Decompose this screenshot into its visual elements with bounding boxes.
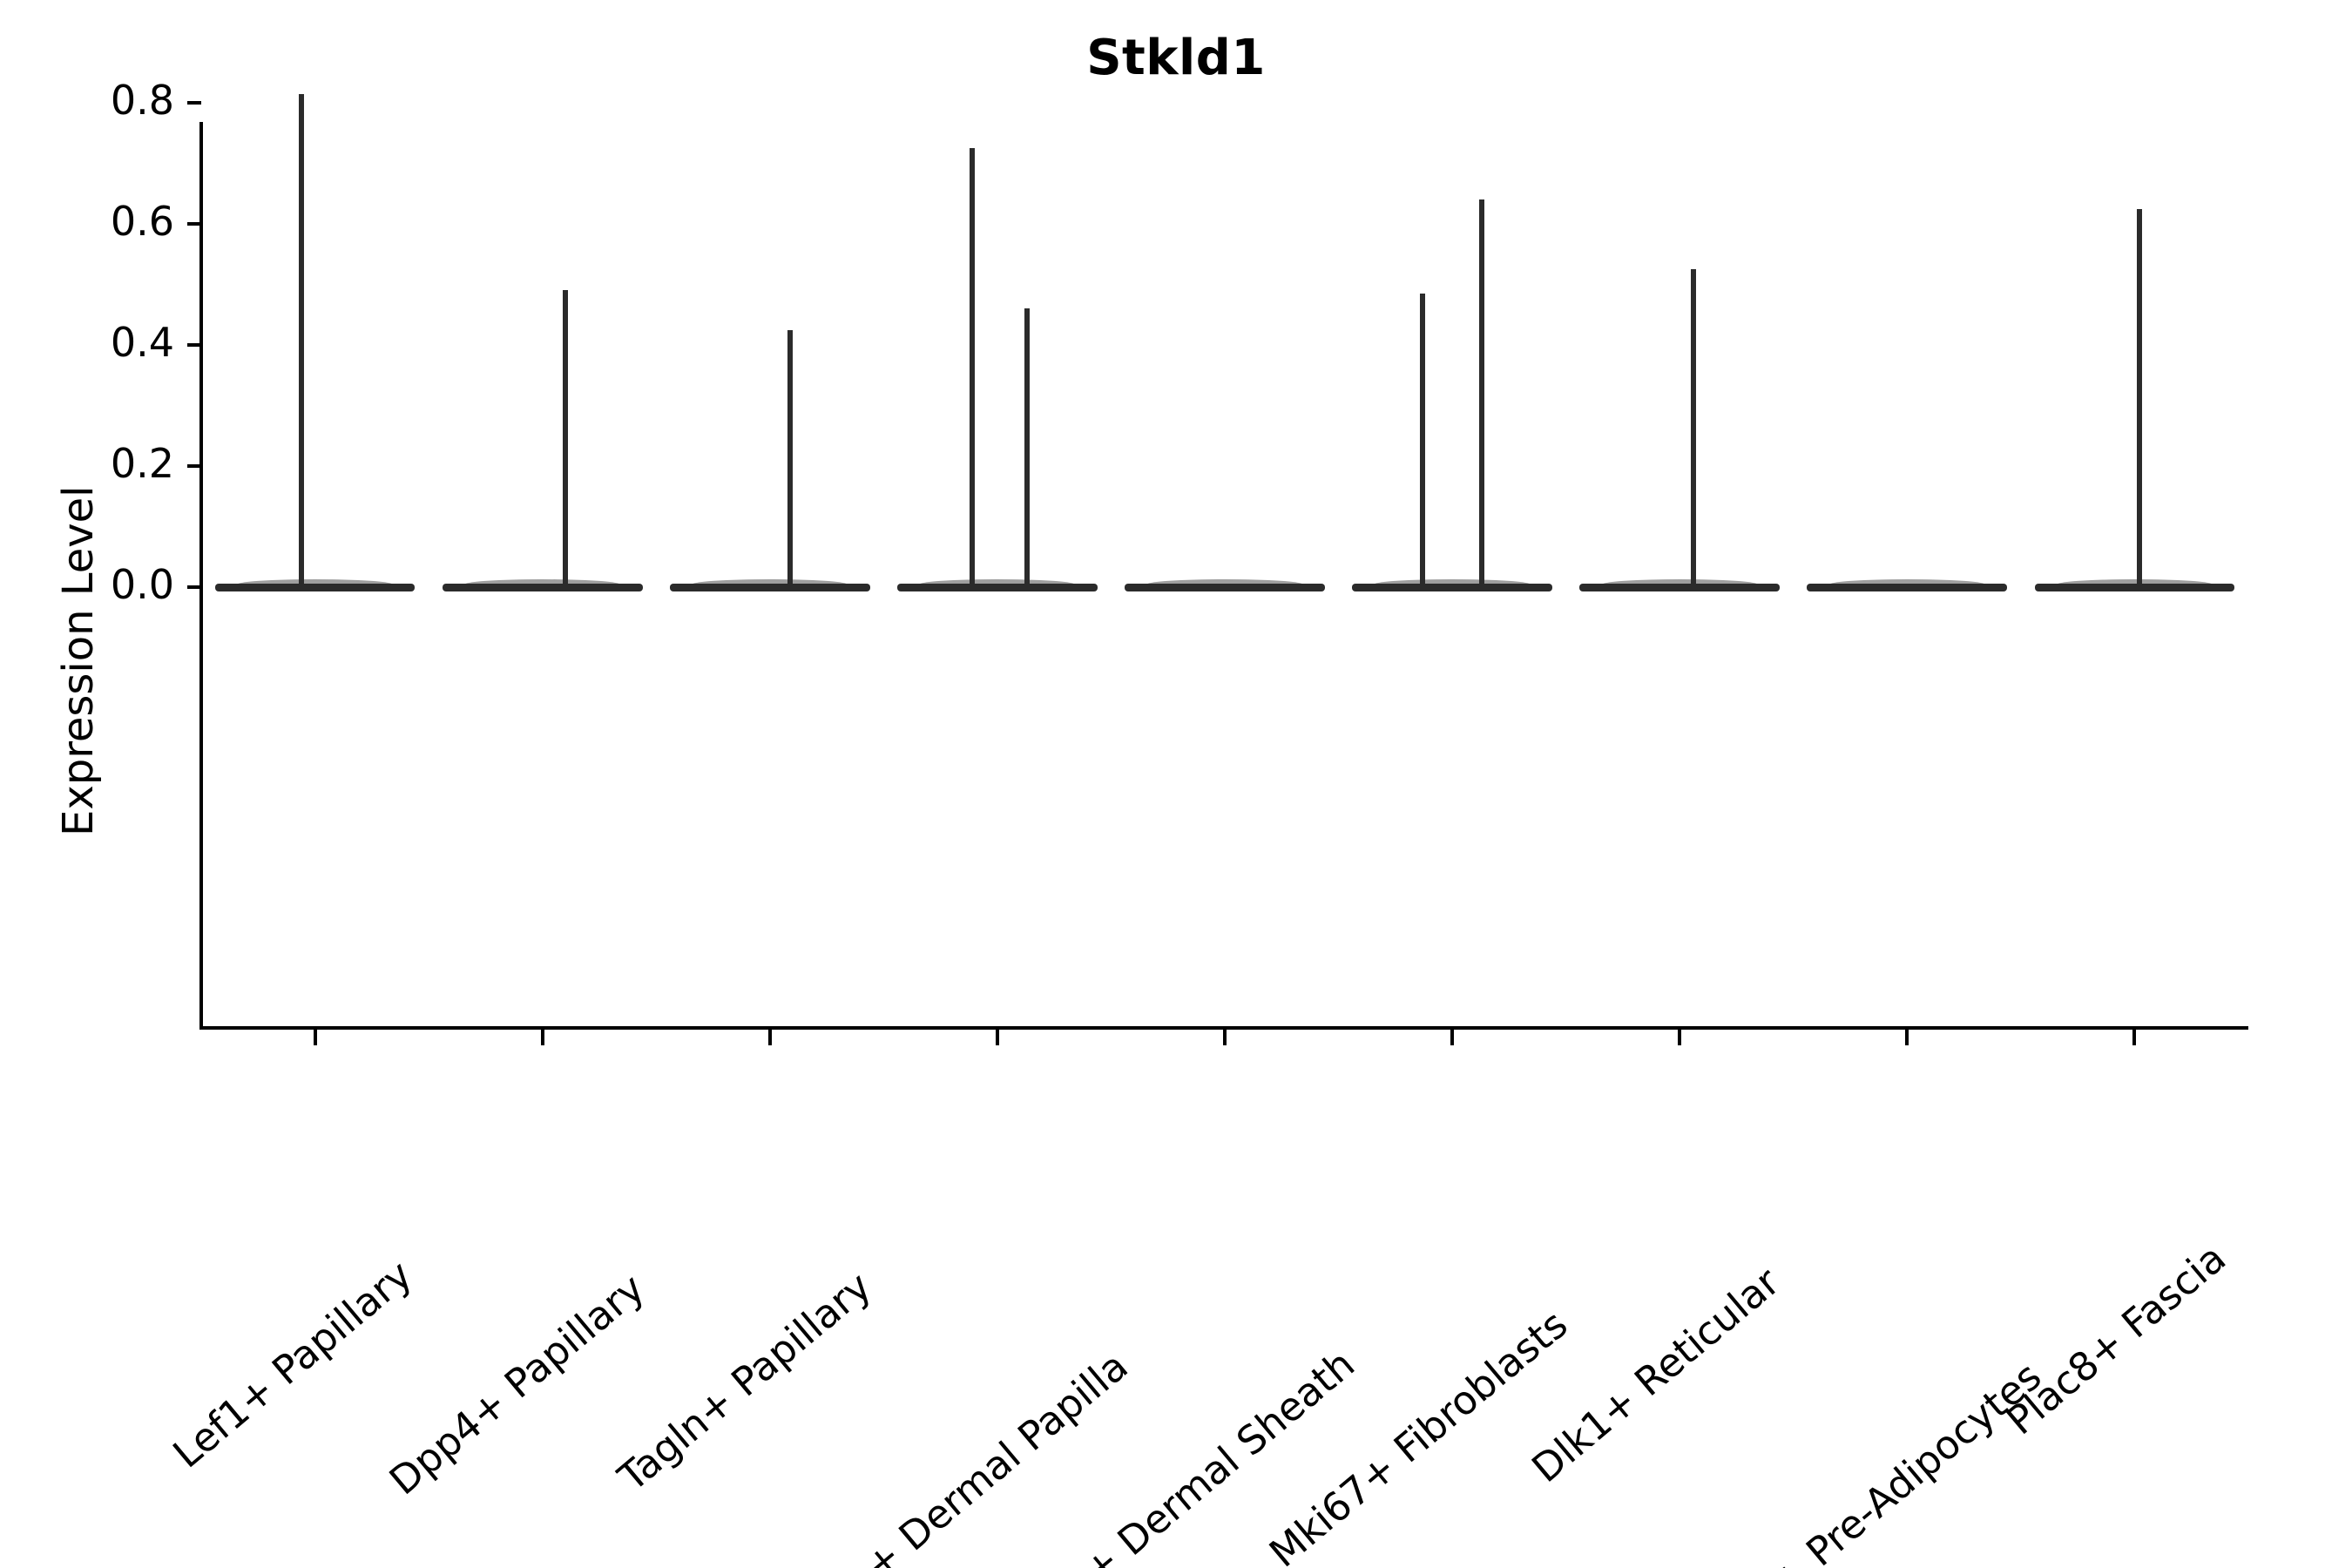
y-tick-label: 0.0 (110, 561, 174, 608)
violin-base (669, 584, 870, 591)
y-tick-label: 0.6 (110, 198, 174, 245)
violin-spike (1024, 308, 1030, 589)
violin-spike (1479, 199, 1485, 589)
violin-spike (787, 329, 794, 589)
y-tick-mark (187, 101, 201, 105)
violin-shoulder (1374, 579, 1531, 585)
x-tick-mark (995, 1030, 999, 1045)
violin-base (1579, 584, 1781, 591)
violin-shoulder (1828, 579, 1985, 585)
violin-shoulder (1146, 579, 1303, 585)
violin-spike (298, 93, 304, 589)
x-tick-mark (1905, 1030, 1909, 1045)
y-tick-mark (187, 343, 201, 347)
x-tick-mark (1223, 1030, 1227, 1045)
violin-base (2034, 584, 2235, 591)
violin-shoulder (1601, 579, 1758, 585)
violin-base (442, 584, 643, 591)
violin-spike (2136, 208, 2142, 589)
violin-shoulder (236, 579, 394, 585)
x-tick-label: Inhba+ Dermal Papilla (771, 1342, 1137, 1568)
violin-base (1352, 584, 1552, 591)
x-tick-label: Mki67+ Fibroblasts (1260, 1301, 1577, 1568)
x-axis-spine (199, 1026, 2248, 1030)
violin-spike (1690, 269, 1696, 589)
violin-base (1125, 584, 1325, 591)
y-tick-mark (187, 585, 201, 589)
violin-spike (562, 290, 568, 589)
violin-shoulder (692, 579, 848, 585)
x-tick-label: Lef1+ Papillary (164, 1251, 422, 1477)
y-tick-label: 0.8 (110, 77, 174, 124)
violin-spike (1420, 293, 1426, 589)
x-tick-label: Dlk1+ Reticular (1523, 1258, 1788, 1492)
x-tick-mark (1450, 1030, 1455, 1045)
y-tick-label: 0.4 (110, 319, 174, 366)
violin-spike (970, 148, 976, 589)
x-tick-label: Plac8+ Fascia (1997, 1234, 2235, 1444)
y-tick-mark (187, 222, 201, 226)
x-tick-mark (313, 1030, 317, 1045)
violin-base (897, 584, 1098, 591)
violin-shoulder (2056, 579, 2213, 585)
x-tick-mark (2132, 1030, 2137, 1045)
violin-base (1807, 584, 2008, 591)
x-tick-label: Fabp4+ Pre-Adipocytes (1673, 1353, 2051, 1568)
x-tick-mark (540, 1030, 544, 1045)
y-axis-label-text: Expression Level (54, 485, 103, 836)
violin-shoulder (464, 579, 621, 585)
violin-base (214, 584, 416, 591)
violin-shoulder (919, 579, 1076, 585)
y-tick-label: 0.2 (110, 440, 174, 487)
y-tick-mark (187, 464, 201, 468)
x-tick-mark (767, 1030, 772, 1045)
y-axis-label: Expression Level (0, 0, 103, 836)
page-title: Stkld1 (1086, 30, 1266, 86)
y-axis-spine (199, 122, 203, 1028)
x-tick-mark (1678, 1030, 1682, 1045)
